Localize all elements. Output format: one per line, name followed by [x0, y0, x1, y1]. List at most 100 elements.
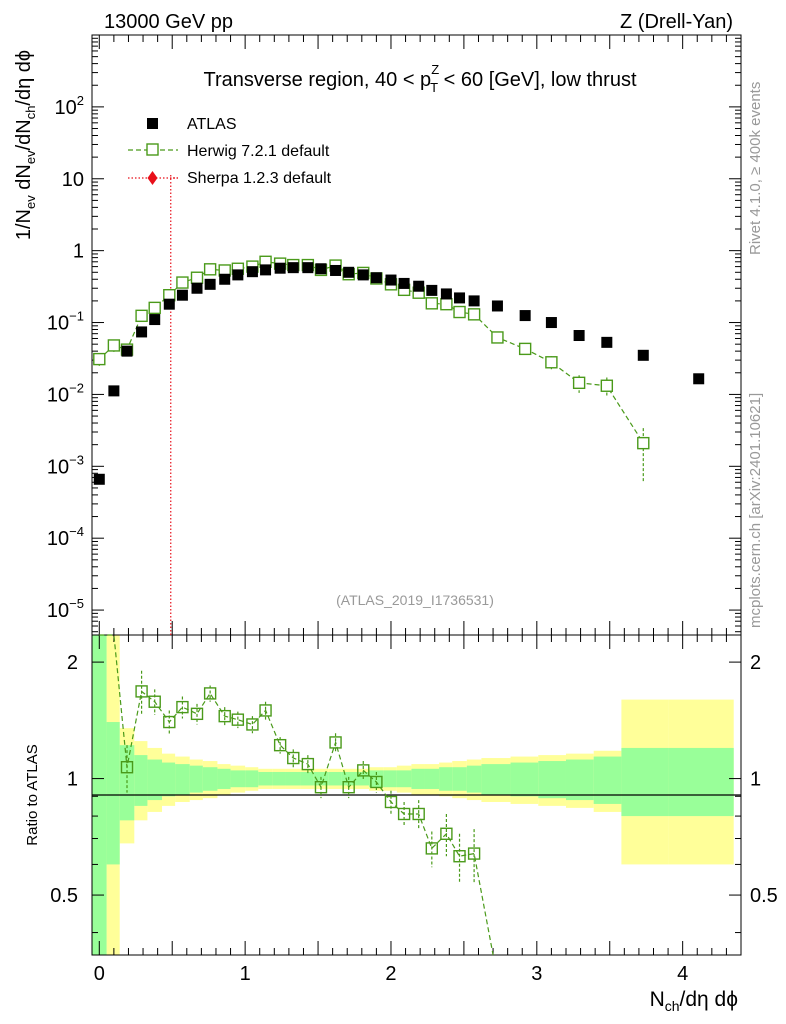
atlas-point: [204, 278, 216, 290]
stat-uncertainty-band: [439, 767, 453, 791]
y-tick-base: 1: [73, 241, 84, 263]
ratio-tick-label-left: 1: [67, 769, 78, 791]
stat-uncertainty-band: [668, 747, 734, 817]
herwig-point: [135, 309, 148, 323]
chart-title: Transverse region, 40 < pZ T < 60 [GeV], …: [203, 62, 636, 95]
legend-atlas-marker: [147, 118, 158, 129]
stat-uncertainty-band: [565, 759, 594, 801]
herwig-ratio-point: [342, 781, 355, 794]
herwig-point: [491, 331, 504, 344]
stat-uncertainty-band: [396, 770, 412, 788]
stat-uncertainty-band: [466, 765, 482, 793]
legend: ATLAS Herwig 7.2.1 default Sherpa 1.2.3 …: [128, 116, 332, 187]
atlas-point: [693, 373, 705, 385]
y-label-b: dN: [13, 164, 35, 195]
atlas-point: [468, 295, 480, 307]
rivet-label: Rivet 4.1.0, ≥ 400k events: [747, 82, 764, 255]
herwig-point: [467, 308, 481, 321]
herwig-line: [98, 261, 644, 444]
atlas-point: [519, 310, 531, 322]
y-tick-exponent: −1: [69, 309, 84, 324]
herwig-ratio-point: [190, 707, 204, 721]
herwig-ratio-point: [440, 827, 453, 840]
stat-uncertainty-band: [285, 771, 301, 786]
herwig-ratio-line: [99, 634, 494, 956]
herwig-point: [93, 352, 106, 366]
y-tick-exponent: 2: [77, 93, 84, 108]
atlas-point: [413, 280, 425, 292]
x-label-sub: ch: [665, 998, 680, 1014]
ratio-axis-ticks: 0.5 0.5 1 1 2 2 0 1 2 3 4: [50, 635, 778, 985]
x-tick-label: 2: [385, 963, 396, 985]
ratio-tick-label-right: 2: [750, 652, 761, 674]
herwig-ratio-point: [231, 713, 245, 726]
atlas-point: [246, 266, 258, 278]
y-label-c: /dN: [13, 119, 35, 150]
atlas-point: [454, 292, 466, 304]
herwig-ratio-point: [301, 757, 315, 771]
atlas-point: [163, 298, 175, 310]
legend-atlas-label: ATLAS: [187, 116, 237, 133]
herwig-point: [572, 376, 586, 390]
y-tick-label: 10−4: [47, 524, 84, 550]
stat-uncertainty-band: [481, 764, 511, 795]
y-label-a-sub: ev: [23, 195, 38, 209]
y-tick-label: 10−5: [47, 596, 84, 622]
x-tick-label: 1: [240, 963, 251, 985]
y-tick-label: 102: [55, 93, 84, 119]
stat-uncertainty-band: [202, 767, 218, 791]
x-label-n: N: [650, 988, 665, 1011]
title-rest: < 60 [GeV], low thrust: [438, 69, 637, 91]
atlas-point: [315, 263, 327, 275]
y-label-a: 1/N: [13, 209, 35, 240]
ratio-tick-label-left: 0.5: [50, 885, 78, 907]
herwig-ratio-point: [329, 736, 342, 749]
herwig-ratio-point: [453, 850, 466, 863]
y-tick-label: 10−2: [47, 380, 84, 406]
herwig-point: [107, 339, 121, 352]
x-tick-label: 0: [94, 963, 105, 985]
y-tick-exponent: −5: [69, 596, 84, 611]
legend-herwig-marker: [146, 143, 159, 156]
x-tick-label: 4: [677, 963, 688, 985]
atlas-point: [149, 314, 161, 326]
herwig-ratio-point: [397, 807, 411, 821]
herwig-ratio-point: [163, 715, 176, 729]
atlas-point: [274, 262, 286, 274]
atlas-point: [545, 317, 557, 329]
atlas-point: [121, 345, 133, 357]
herwig-ratio-point: [425, 842, 439, 855]
stat-uncertainty-band: [621, 747, 669, 817]
ratio-y-axis-label: Ratio to ATLAS: [24, 744, 41, 845]
title-sup: Z: [431, 62, 439, 77]
herwig-point: [203, 263, 217, 276]
stat-uncertainty-band: [538, 761, 566, 799]
herwig-point: [637, 436, 650, 450]
title-main: Transverse region, 40 < p: [203, 69, 431, 91]
stat-uncertainty-band: [258, 771, 273, 786]
herwig-ratio-point: [259, 704, 272, 717]
herwig-point: [176, 276, 189, 289]
stat-uncertainty-band: [272, 771, 286, 786]
y-tick-exponent: −3: [69, 452, 84, 467]
herwig-ratio-point: [148, 695, 161, 708]
y-tick-label: 1: [73, 241, 84, 263]
atlas-point: [93, 473, 105, 485]
stat-uncertainty-band: [328, 771, 342, 786]
herwig-ratio-point: [120, 761, 134, 774]
stat-uncertainty-band: [593, 756, 622, 804]
x-axis-label: Nch/dη dϕ: [650, 988, 738, 1014]
x-label-rest: /dη dϕ: [680, 988, 738, 1011]
herwig-ratio-point: [467, 847, 481, 860]
stat-uncertainty-band: [510, 762, 539, 797]
herwig-point: [440, 297, 453, 311]
atlas-point: [370, 272, 382, 284]
herwig-ratio-point: [412, 807, 425, 821]
atlas-point: [136, 326, 148, 338]
atlas-point: [302, 262, 314, 274]
atlas-point: [573, 330, 585, 342]
atlas-point: [440, 288, 452, 300]
y-tick-label: 10−1: [47, 309, 84, 335]
y-axis-label: 1/Nev dNev/dNch/dη dϕ: [13, 50, 38, 240]
